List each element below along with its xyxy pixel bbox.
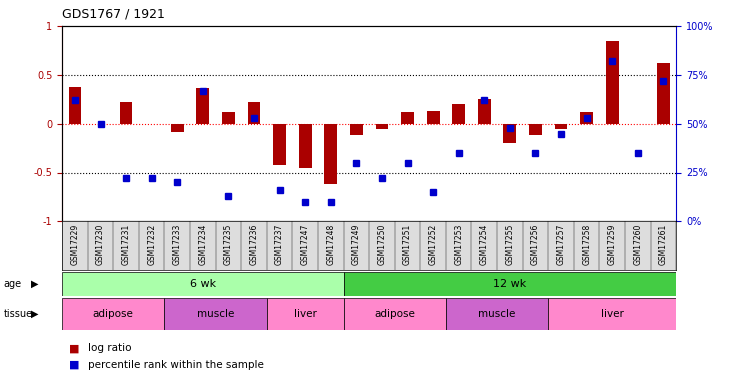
Text: GSM17236: GSM17236 (249, 224, 259, 265)
FancyBboxPatch shape (548, 298, 676, 330)
Text: GSM17230: GSM17230 (96, 224, 105, 265)
Bar (401, 112, 414, 124)
Text: percentile rank within the sample: percentile rank within the sample (88, 360, 264, 370)
Text: ■: ■ (69, 343, 80, 353)
Bar (555, 124, 567, 129)
Text: GSM17252: GSM17252 (428, 224, 438, 265)
Text: GSM17249: GSM17249 (352, 224, 361, 265)
Bar (606, 41, 618, 124)
Bar (69, 87, 81, 124)
Text: GSM17250: GSM17250 (377, 224, 387, 265)
Bar (350, 124, 363, 135)
FancyBboxPatch shape (62, 272, 344, 296)
Text: GSM17259: GSM17259 (607, 224, 617, 265)
Text: 12 wk: 12 wk (493, 279, 526, 289)
Text: log ratio: log ratio (88, 343, 132, 353)
Text: GSM17257: GSM17257 (556, 224, 566, 265)
Text: GSM17234: GSM17234 (198, 224, 208, 265)
Text: ▶: ▶ (31, 309, 38, 319)
Bar (197, 88, 209, 124)
Bar (222, 112, 235, 124)
Text: GSM17256: GSM17256 (531, 224, 540, 265)
Text: liver: liver (601, 309, 624, 319)
Text: GSM17251: GSM17251 (403, 224, 412, 265)
Bar (273, 124, 286, 165)
Text: 6 wk: 6 wk (190, 279, 216, 289)
Text: GSM17247: GSM17247 (300, 224, 310, 265)
FancyBboxPatch shape (344, 272, 676, 296)
Bar (427, 111, 439, 124)
Bar (657, 63, 670, 124)
Text: GSM17229: GSM17229 (70, 224, 80, 265)
Text: tissue: tissue (4, 309, 33, 319)
Text: ■: ■ (69, 360, 80, 370)
Text: adipose: adipose (93, 309, 134, 319)
Bar (299, 124, 311, 168)
Text: adipose: adipose (374, 309, 415, 319)
Bar (504, 124, 516, 143)
FancyBboxPatch shape (344, 298, 446, 330)
Text: muscle: muscle (478, 309, 516, 319)
FancyBboxPatch shape (62, 298, 164, 330)
Text: liver: liver (294, 309, 317, 319)
Bar (478, 99, 491, 124)
Text: GSM17248: GSM17248 (326, 224, 336, 265)
FancyBboxPatch shape (267, 298, 344, 330)
Bar (580, 112, 593, 124)
Text: GSM17235: GSM17235 (224, 224, 233, 265)
Bar (376, 124, 388, 129)
Bar (171, 124, 183, 132)
Text: age: age (4, 279, 22, 289)
Text: GSM17231: GSM17231 (121, 224, 131, 265)
Text: GSM17258: GSM17258 (582, 224, 591, 265)
Bar (120, 102, 132, 124)
Text: muscle: muscle (197, 309, 235, 319)
Bar (529, 124, 542, 135)
FancyBboxPatch shape (164, 298, 267, 330)
FancyBboxPatch shape (446, 298, 548, 330)
Bar (452, 104, 465, 124)
Bar (325, 124, 337, 184)
Text: GDS1767 / 1921: GDS1767 / 1921 (62, 8, 165, 21)
Text: GSM17261: GSM17261 (659, 224, 668, 265)
Text: GSM17255: GSM17255 (505, 224, 515, 265)
Text: GSM17233: GSM17233 (173, 224, 182, 265)
Bar (248, 102, 260, 124)
Text: GSM17260: GSM17260 (633, 224, 643, 265)
Text: GSM17254: GSM17254 (480, 224, 489, 265)
Text: GSM17253: GSM17253 (454, 224, 463, 265)
Text: GSM17237: GSM17237 (275, 224, 284, 265)
Text: ▶: ▶ (31, 279, 38, 289)
Text: GSM17232: GSM17232 (147, 224, 156, 265)
